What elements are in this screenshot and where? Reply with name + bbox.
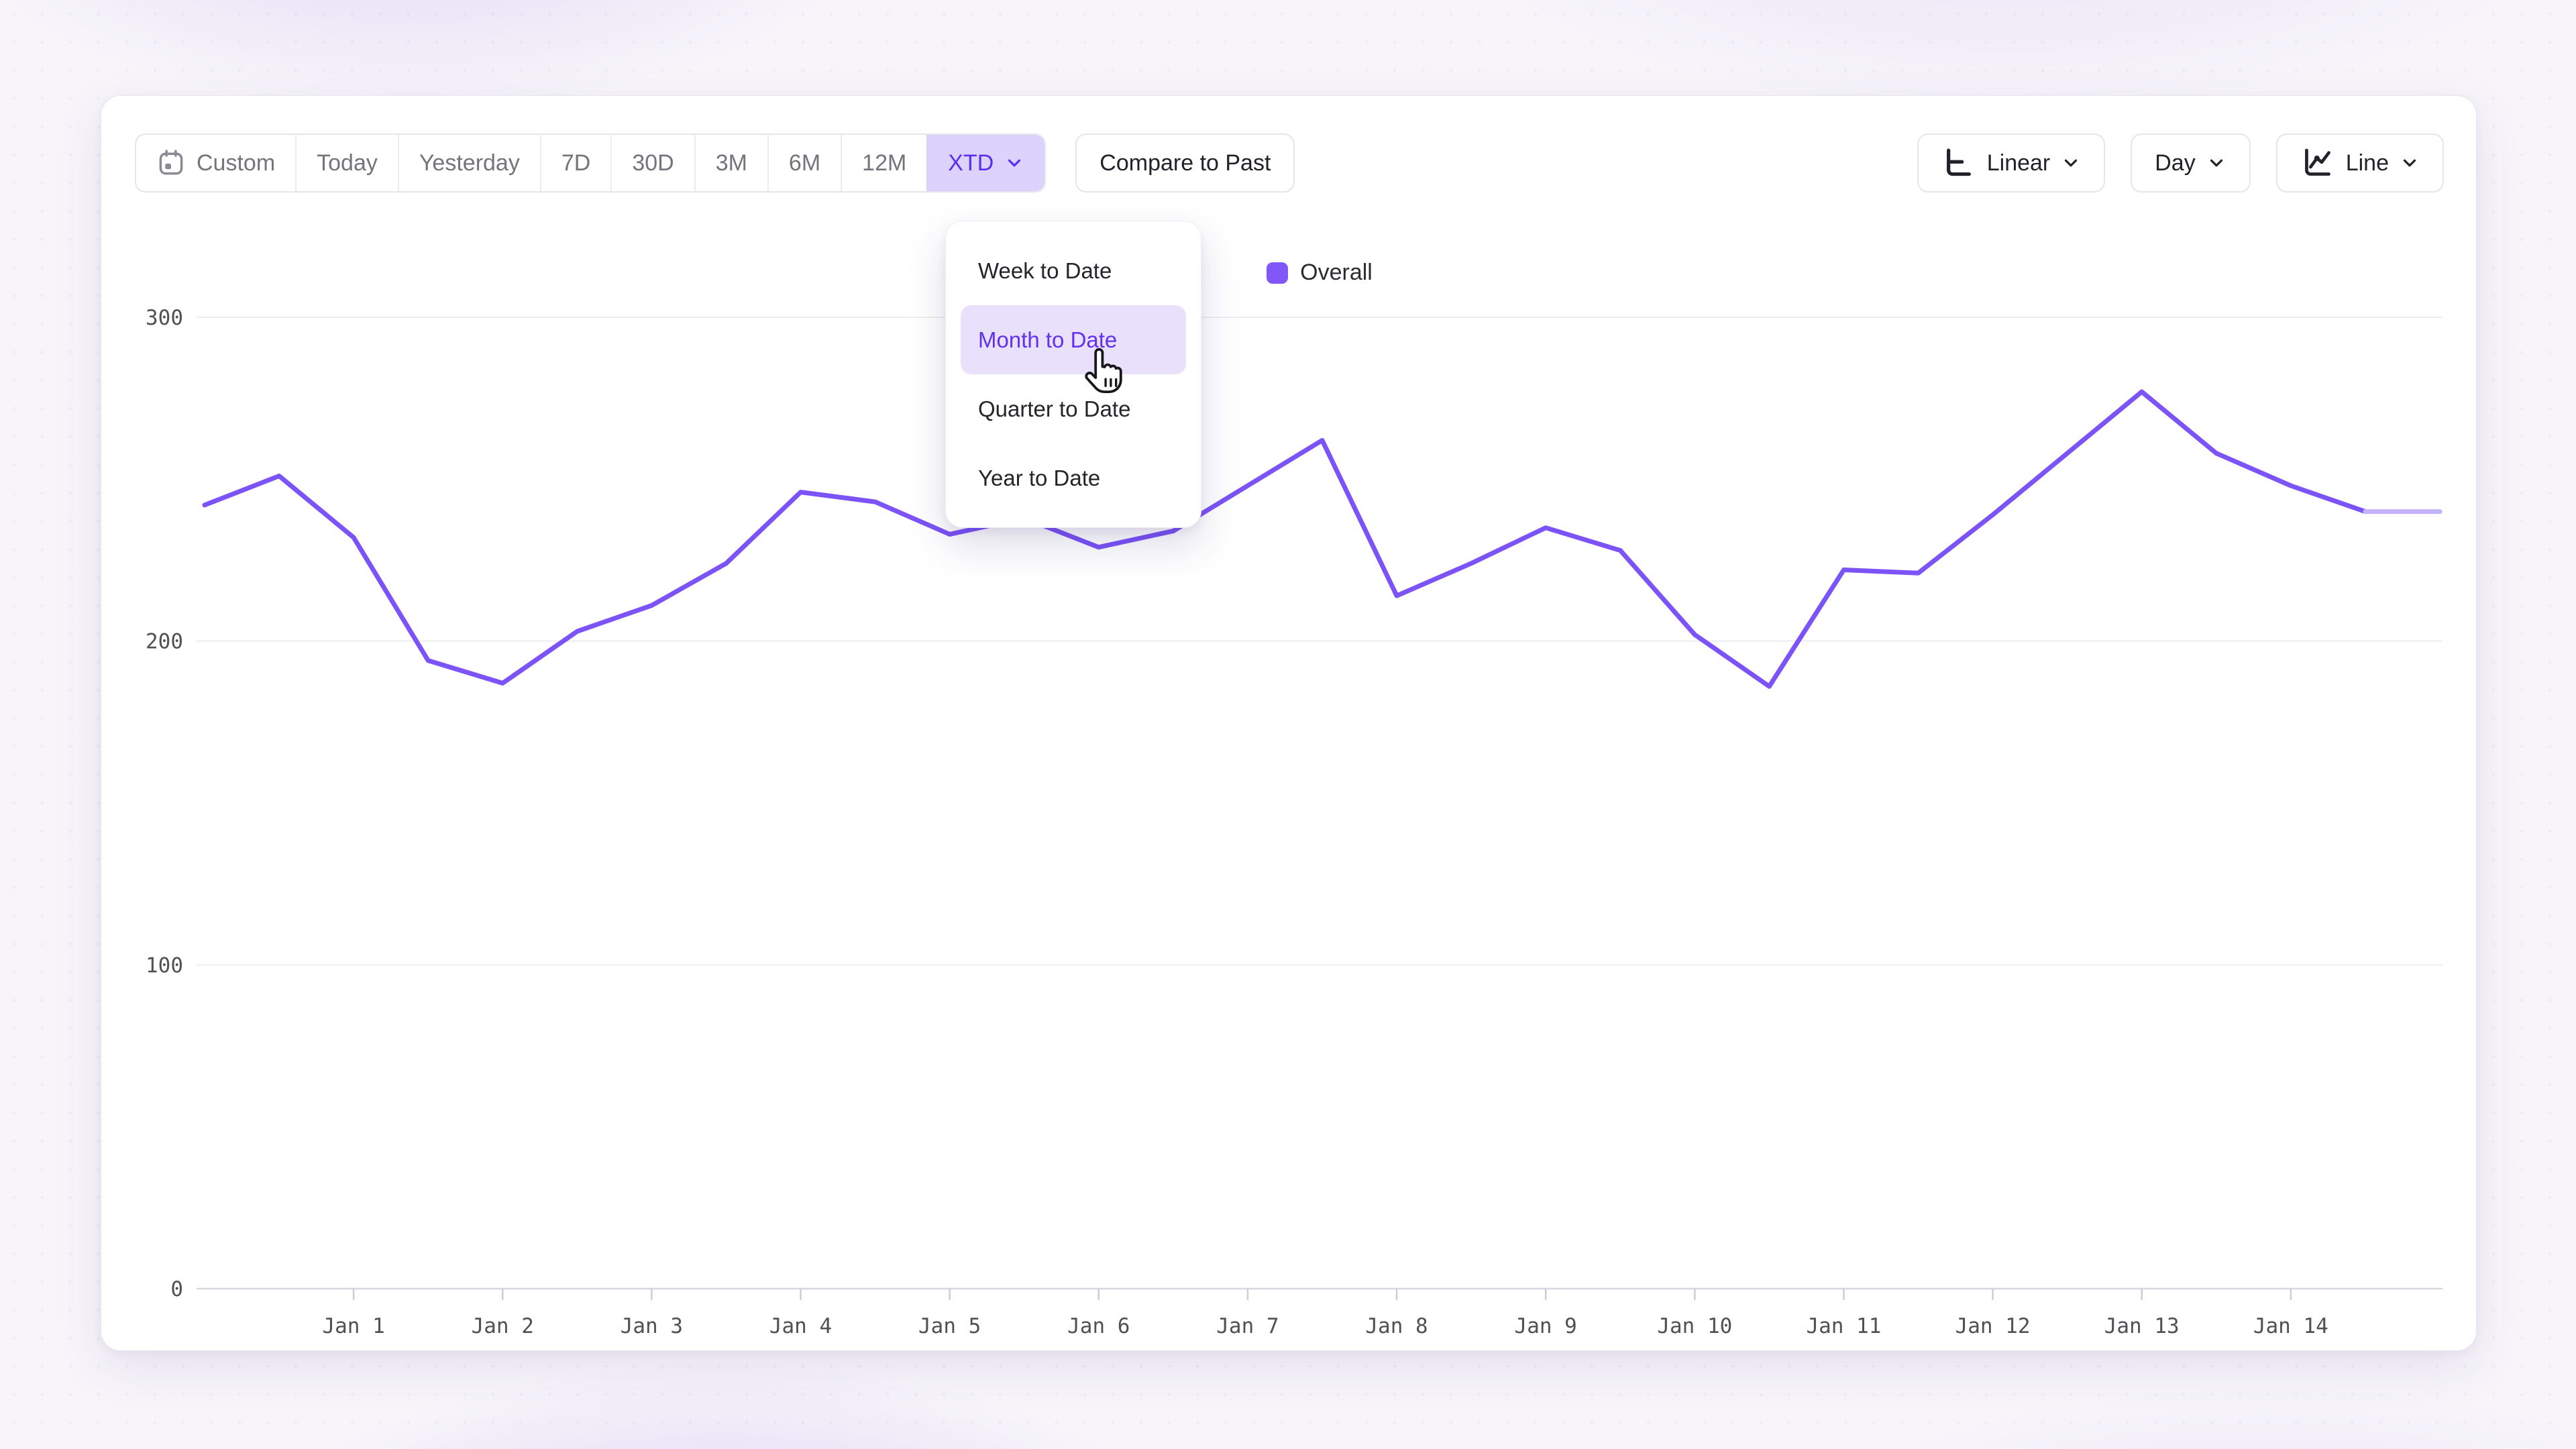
legend-item-overall[interactable]: Overall	[1267, 260, 1373, 286]
range-option-today[interactable]: Today	[295, 135, 398, 191]
range-option-label: Custom	[197, 150, 276, 176]
toolbar: Custom Today Yesterday 7D 30D 3M 6M 12M XTD Comp…	[135, 133, 2444, 193]
line-chart-icon	[2304, 148, 2330, 176]
x-tick-label: Jan 11	[1806, 1314, 1881, 1338]
legend-label: Overall	[1300, 260, 1373, 285]
dropdown-item-year-to-date[interactable]: Year to Date	[978, 465, 1101, 490]
range-option-12m[interactable]: 12M	[841, 135, 926, 191]
y-tick-label-200: 200	[146, 630, 183, 654]
chevron-down-icon	[2210, 159, 2222, 167]
range-option-label: XTD	[948, 150, 994, 176]
line-chart: 0 100 200 300 Jan 1 Jan 2 Jan 3 Jan 4 Jan 5 Jan 6…	[146, 306, 2443, 1338]
range-option-label: Yesterday	[419, 150, 520, 176]
granularity-selector-label: Day	[2155, 150, 2196, 176]
series-line-overall	[202, 389, 2368, 689]
x-tick-label: Jan 7	[1216, 1314, 1279, 1338]
x-tick-label: Jan 13	[2104, 1314, 2180, 1338]
chart-controls: Linear Day Line	[1917, 133, 2444, 193]
scale-selector-button[interactable]: Linear	[1917, 133, 2106, 193]
x-tick-label: Jan 4	[769, 1314, 832, 1338]
range-option-3m[interactable]: 3M	[694, 135, 767, 191]
linear-scale-icon	[1946, 148, 1971, 176]
y-tick-label-100: 100	[146, 953, 183, 977]
dropdown-item-week-to-date[interactable]: Week to Date	[978, 258, 1112, 283]
compare-to-past-button[interactable]: Compare to Past	[1075, 133, 1295, 193]
chart-type-selector-button[interactable]: Line	[2275, 133, 2444, 193]
date-range-segmented-control: Custom Today Yesterday 7D 30D 3M 6M 12M XTD	[135, 133, 1046, 193]
chevron-down-icon	[2403, 159, 2416, 167]
scale-selector-label: Linear	[1986, 150, 2051, 176]
x-tick-label: Jan 9	[1515, 1314, 1577, 1338]
range-option-label: 30D	[632, 150, 674, 176]
chevron-down-icon	[1008, 159, 1021, 167]
x-tick-label: Jan 10	[1657, 1314, 1732, 1338]
range-option-label: 7D	[561, 150, 591, 176]
range-option-6m[interactable]: 6M	[767, 135, 841, 191]
range-option-label: Today	[317, 150, 378, 176]
x-tick-label: Jan 12	[1955, 1314, 2031, 1338]
range-option-label: 6M	[788, 150, 821, 176]
range-option-label: 3M	[715, 150, 747, 176]
chart-type-selector-label: Line	[2345, 150, 2389, 176]
x-tick-label: Jan 14	[2253, 1314, 2328, 1338]
chart-legend: Overall	[197, 260, 2443, 286]
x-tick-label: Jan 5	[918, 1314, 981, 1338]
y-tick-label-0: 0	[170, 1277, 183, 1301]
granularity-selector-button[interactable]: Day	[2131, 133, 2251, 193]
x-tick-label: Jan 6	[1067, 1314, 1130, 1338]
dropdown-item-month-to-date[interactable]: Month to Date	[961, 305, 1186, 374]
range-option-30d[interactable]: 30D	[610, 135, 694, 191]
range-option-yesterday[interactable]: Yesterday	[397, 135, 540, 191]
range-option-custom[interactable]: Custom	[136, 135, 295, 191]
chevron-down-icon	[2065, 159, 2078, 167]
date-range-dropdown-menu: Week to Date Month to Date Quarter to Date…	[945, 221, 1201, 528]
legend-swatch-icon	[1267, 262, 1289, 284]
analytics-card: 0 100 200 300 Jan 1 Jan 2 Jan 3 Jan 4 Jan 5 Jan 6…	[101, 95, 2477, 1351]
range-option-7d[interactable]: 7D	[539, 135, 610, 191]
x-tick-label: Jan 1	[322, 1314, 384, 1338]
compare-to-past-label: Compare to Past	[1099, 150, 1271, 176]
calendar-icon	[159, 150, 183, 175]
x-tick-label: Jan 3	[621, 1314, 683, 1338]
x-tick-label: Jan 2	[472, 1314, 534, 1338]
range-option-label: 12M	[862, 150, 907, 176]
y-tick-label-300: 300	[146, 306, 183, 330]
x-tick-label: Jan 8	[1365, 1314, 1428, 1338]
dropdown-item-quarter-to-date[interactable]: Quarter to Date	[978, 396, 1131, 421]
range-option-xtd[interactable]: XTD	[926, 135, 1045, 191]
